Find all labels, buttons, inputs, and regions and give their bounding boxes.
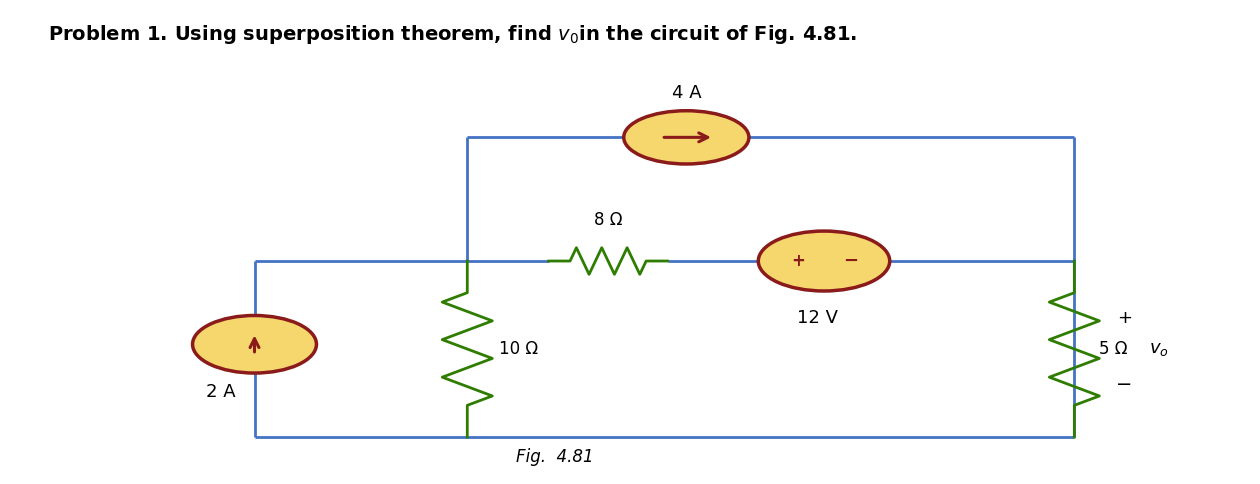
Text: 5 Ω: 5 Ω xyxy=(1100,340,1128,358)
Text: 10 Ω: 10 Ω xyxy=(499,340,538,358)
Text: Problem 1. Using superposition theorem, find $v_0$in the circuit of Fig. 4.81.: Problem 1. Using superposition theorem, … xyxy=(48,23,857,46)
Text: 4 A: 4 A xyxy=(672,84,701,102)
Text: 12 V: 12 V xyxy=(798,309,838,327)
Text: −: − xyxy=(843,252,858,270)
Text: 2 A: 2 A xyxy=(207,383,236,401)
Ellipse shape xyxy=(624,111,748,164)
Text: Fig.  4.81: Fig. 4.81 xyxy=(517,448,593,466)
Ellipse shape xyxy=(193,316,316,373)
Text: 8 Ω: 8 Ω xyxy=(593,211,622,228)
Text: +: + xyxy=(791,252,805,270)
Ellipse shape xyxy=(759,231,890,291)
Text: +: + xyxy=(1116,309,1131,327)
Text: $v_o$: $v_o$ xyxy=(1149,340,1169,358)
Text: −: − xyxy=(1116,375,1133,394)
